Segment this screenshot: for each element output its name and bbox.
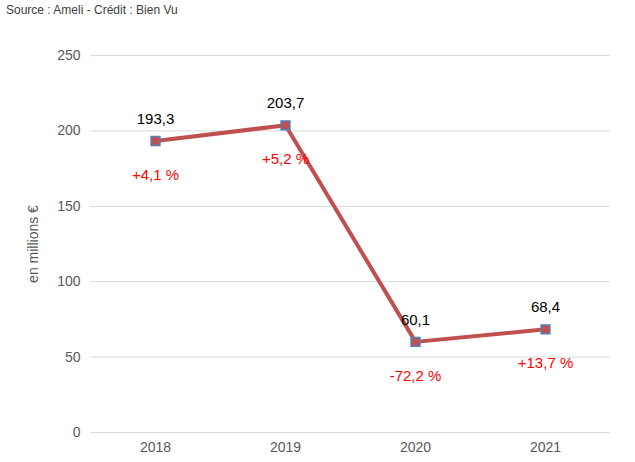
svg-text:200: 200 [57,122,81,138]
svg-text:2020: 2020 [400,439,431,455]
svg-text:+4,1 %: +4,1 % [132,166,179,183]
html-text:Source : Ameli - Crédit : Bien: Source : Ameli - Crédit : Bien Vu [6,3,178,17]
svg-text:193,3: 193,3 [137,110,175,127]
svg-text:2019: 2019 [270,439,301,455]
svg-text:203,7: 203,7 [267,94,305,111]
svg-text:60,1: 60,1 [401,311,430,328]
svg-text:0: 0 [73,424,81,440]
svg-text:+13,7 %: +13,7 % [518,354,573,371]
svg-text:50: 50 [65,349,81,365]
svg-text:-72,2 %: -72,2 % [390,367,442,384]
svg-text:+5,2 %: +5,2 % [262,150,309,167]
svg-text:en millions €: en millions € [25,205,41,283]
svg-text:150: 150 [57,198,81,214]
svg-text:250: 250 [57,47,81,63]
svg-text:100: 100 [57,273,81,289]
svg-text:2018: 2018 [140,439,171,455]
svg-text:2021: 2021 [530,439,561,455]
svg-text:68,4: 68,4 [531,298,560,315]
